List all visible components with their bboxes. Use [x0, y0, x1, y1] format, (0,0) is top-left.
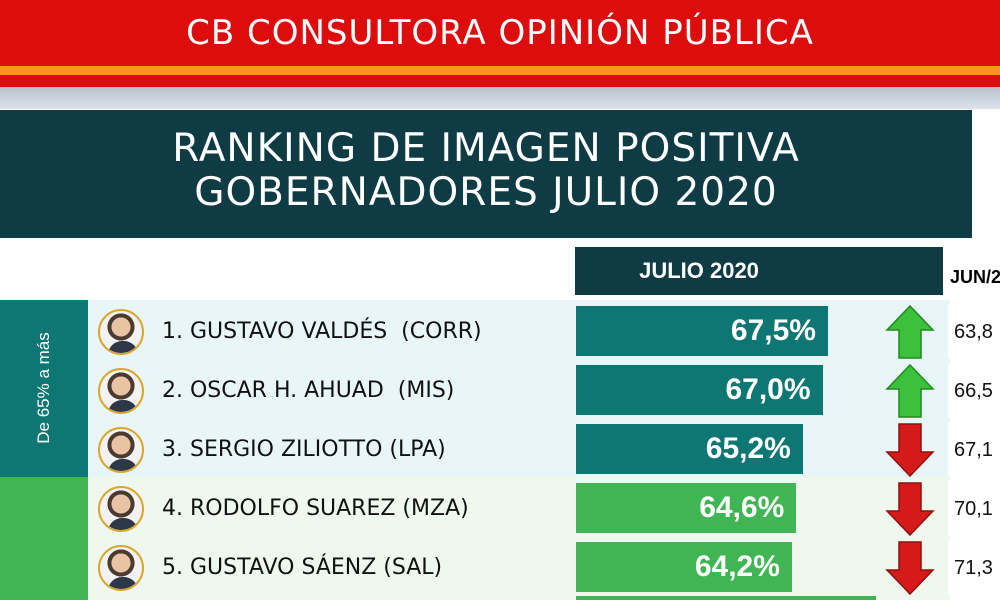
previous-value: 70,1 — [948, 481, 1000, 535]
brand-bar: CB CONSULTORA OPINIÓN PÚBLICA — [0, 0, 1000, 66]
trend-down-arrow-icon — [885, 541, 935, 596]
value-label: 65,2% — [705, 432, 791, 465]
chart-title-line-1: RANKING DE IMAGEN POSITIVA — [172, 126, 800, 171]
arrow-down-shape — [885, 541, 935, 596]
governor-photo — [98, 368, 144, 414]
governor-photo — [98, 486, 144, 532]
group-band-green — [88, 477, 950, 600]
ranking-row: 4. RODOLFO SUAREZ (MZA) 64,6% 70,1 — [0, 479, 1000, 538]
trend-down-arrow-icon — [885, 423, 935, 478]
value-label: 67,5% — [730, 314, 816, 347]
value-bar: 67,0% — [576, 365, 823, 415]
arrow-up-shape — [885, 304, 935, 359]
next-row-bar-stub — [576, 596, 876, 600]
value-bar: 64,2% — [576, 542, 792, 592]
governor-photo-suit — [108, 577, 138, 589]
group-teal: De 65% a más — [0, 300, 88, 477]
column-header-current: JULIO 2020 — [575, 247, 943, 295]
previous-value: 66,5 — [948, 363, 1000, 417]
ranking-row: 3. SERGIO ZILIOTTO (LPA) 65,2% 67,1 — [0, 420, 1000, 479]
governor-photo-suit — [108, 459, 138, 471]
arrow-down-shape — [885, 423, 935, 478]
column-header-previous: JUN/2 — [950, 267, 1000, 287]
brand-title: CB CONSULTORA OPINIÓN PÚBLICA — [186, 13, 814, 53]
ranking-row: 2. OSCAR H. AHUAD (MIS) 67,0% 66,5 — [0, 361, 1000, 420]
orange-stripe — [0, 66, 1000, 75]
ranking-row: 5. GUSTAVO SÁENZ (SAL) 64,2% 71,3 — [0, 538, 1000, 597]
governor-photo — [98, 309, 144, 355]
value-label: 67,0% — [725, 373, 811, 406]
chart-title-line-2: GOBERNADORES JULIO 2020 — [194, 170, 778, 215]
title-edge — [972, 110, 1000, 238]
governor-name: 1. GUSTAVO VALDÉS (CORR) — [162, 319, 482, 344]
governor-name: 4. RODOLFO SUAREZ (MZA) — [162, 496, 469, 521]
previous-value: 71,3 — [948, 540, 1000, 594]
trend-up-arrow-icon — [885, 363, 935, 418]
value-label: 64,2% — [694, 550, 780, 583]
value-label: 64,6% — [699, 491, 785, 524]
governor-photo-suit — [108, 341, 138, 353]
arrow-up-shape — [885, 363, 935, 418]
governor-photo — [98, 427, 144, 473]
previous-value: 67,1 — [948, 422, 1000, 476]
governor-photo-suit — [108, 518, 138, 530]
trend-up-arrow-icon — [885, 304, 935, 359]
ranking-row: 1. GUSTAVO VALDÉS (CORR) 67,5% 63,8 — [0, 302, 1000, 361]
governor-name: 2. OSCAR H. AHUAD (MIS) — [162, 378, 455, 403]
previous-value: 63,8 — [948, 304, 1000, 358]
trend-down-arrow-icon — [885, 482, 935, 537]
governor-photo — [98, 545, 144, 591]
red-stripe — [0, 75, 1000, 87]
column-header-current-label: JULIO 2020 — [639, 258, 759, 283]
value-bar: 67,5% — [576, 306, 828, 356]
value-bar: 64,6% — [576, 483, 797, 533]
arrow-down-shape — [885, 482, 935, 537]
group-green — [0, 477, 88, 600]
value-bar: 65,2% — [576, 424, 803, 474]
grey-stripe — [0, 87, 1000, 109]
governor-photo-suit — [108, 400, 138, 412]
governor-name: 5. GUSTAVO SÁENZ (SAL) — [162, 555, 443, 580]
title-box: RANKING DE IMAGEN POSITIVA GOBERNADORES … — [0, 110, 972, 238]
governor-name: 3. SERGIO ZILIOTTO (LPA) — [162, 437, 446, 462]
